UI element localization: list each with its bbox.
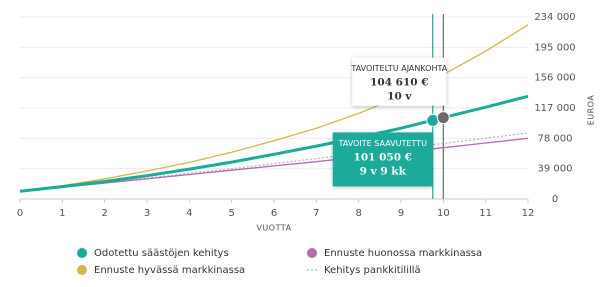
x-tick-label: 6 [271, 208, 277, 219]
legend-swatch [77, 265, 87, 275]
y-axis-title: EUROA [587, 95, 596, 126]
legend-label: Ennuste hyvässä markkinassa [94, 265, 245, 276]
series-line [19, 94, 529, 193]
y-tick-label: 195 000 [534, 42, 575, 53]
tooltip-value: 101 050 € [354, 151, 412, 163]
marker-dot [436, 111, 450, 125]
y-tick-label: 117 000 [534, 103, 575, 114]
tooltip-box [352, 57, 447, 106]
legend-swatch [307, 248, 317, 258]
legend-label: Odotettu säästöjen kehitys [94, 248, 229, 259]
x-tick-label: 5 [228, 208, 234, 219]
tooltip-time: 10 v [387, 91, 412, 103]
y-tick-label: 0 [552, 194, 558, 205]
x-tick-label: 2 [101, 208, 107, 219]
marker-dot [426, 113, 440, 127]
legend-label: Kehitys pankkitilillä [324, 265, 421, 276]
y-tick-label: 78 000 [538, 133, 573, 144]
x-tick-label: 1 [59, 208, 65, 219]
x-tick-label: 7 [313, 208, 319, 219]
x-tick-label: 0 [17, 208, 23, 219]
x-tick-label: 3 [144, 208, 150, 219]
x-tick-label: 9 [398, 208, 404, 219]
tooltip-time: 9 v 9 kk [360, 165, 407, 177]
y-tick-label: 39 000 [538, 164, 573, 175]
series-line [19, 137, 529, 192]
x-tick-label: 4 [186, 208, 192, 219]
x-axis-title: VUOTTA [256, 224, 291, 233]
tooltip-box [332, 132, 433, 187]
x-tick-label: 11 [479, 208, 492, 219]
x-tick-label: 8 [355, 208, 361, 219]
legend-swatch [77, 248, 87, 258]
x-tick-label: 12 [522, 208, 535, 219]
x-tick-label: 10 [437, 208, 450, 219]
tooltip-value: 104 610 € [370, 77, 428, 89]
legend-label: Ennuste huonossa markkinassa [324, 248, 482, 259]
y-tick-label: 156 000 [534, 73, 575, 84]
tooltip-title: TAVOITE SAAVUTETTU [338, 139, 427, 148]
tooltip-title: TAVOITELTU AJANKOHTA [350, 64, 447, 73]
y-tick-label: 234 000 [534, 12, 575, 23]
